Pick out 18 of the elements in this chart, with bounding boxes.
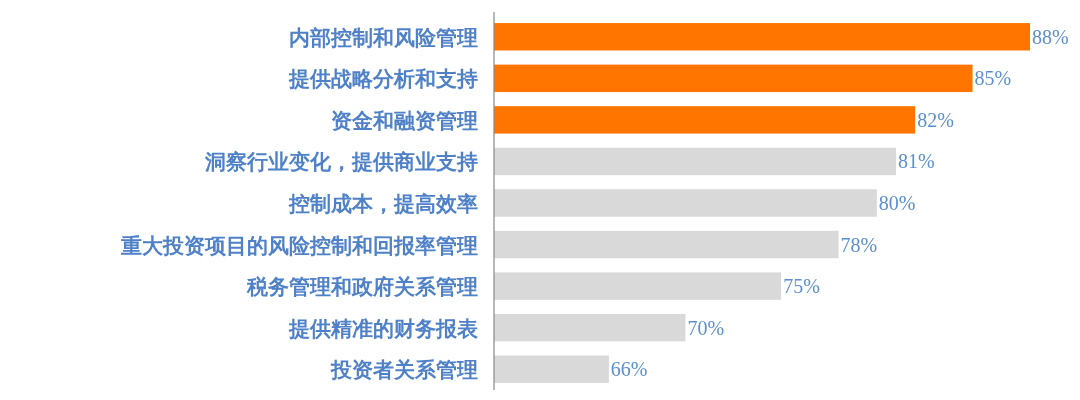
y-tick-label: 资金和融资管理 [331, 108, 478, 133]
y-tick-label: 税务管理和政府关系管理 [246, 275, 478, 300]
data-label: 88% [1032, 25, 1069, 48]
data-label: 85% [974, 67, 1012, 90]
y-tick-label: 洞察行业变化，提供商业支持 [204, 150, 478, 175]
data-label: 70% [687, 316, 725, 339]
data-label: 66% [610, 358, 648, 381]
data-label: 82% [917, 108, 954, 131]
y-tick-label: 提供战略分析和支持 [288, 67, 478, 92]
data-label: 81% [898, 150, 935, 173]
y-tick-label: 投资者关系管理 [330, 358, 478, 383]
data-label: 80% [878, 192, 916, 214]
y-tick-label: 提供精准的财务报表 [288, 316, 478, 341]
data-label: 78% [840, 233, 878, 256]
data-label: 75% [783, 275, 820, 298]
y-tick-label: 重大投资项目的风险控制和回报率管理 [120, 233, 478, 258]
y-tick-label: 内部控制和风险管理 [289, 25, 478, 50]
y-tick-label: 控制成本，提高效率 [288, 192, 478, 216]
